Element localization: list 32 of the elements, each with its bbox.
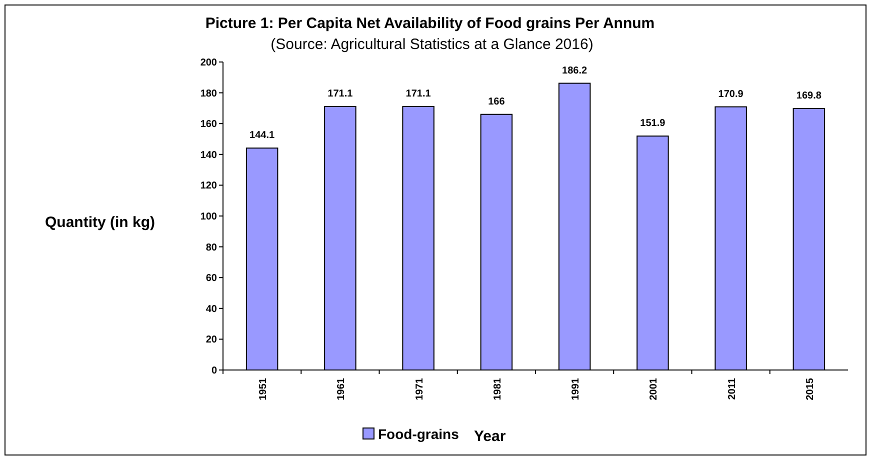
chart-subtitle: (Source: Agricultural Statistics at a Glance 2016) bbox=[270, 36, 594, 53]
y-tick-label: 140 bbox=[200, 150, 218, 161]
x-tick-label: 1971 bbox=[414, 378, 426, 400]
y-tick-label: 80 bbox=[206, 242, 218, 254]
y-tick-label: 20 bbox=[206, 334, 218, 346]
legend-label: Food-grains bbox=[378, 426, 460, 442]
x-tick-label: 2001 bbox=[648, 378, 660, 400]
data-label: 171.1 bbox=[406, 88, 432, 100]
data-label: 169.8 bbox=[796, 90, 822, 102]
data-label: 144.1 bbox=[250, 130, 276, 142]
data-label: 166 bbox=[488, 96, 506, 108]
x-tick-label: 1961 bbox=[336, 378, 348, 400]
x-tick-label: 2011 bbox=[726, 378, 738, 400]
x-tick-label: 1951 bbox=[258, 378, 270, 400]
y-tick-label: 0 bbox=[211, 366, 218, 376]
y-axis-title: Quantity (in kg) bbox=[45, 214, 155, 231]
x-tick-label: 1991 bbox=[570, 378, 582, 400]
x-tick-label: 2015 bbox=[804, 378, 816, 400]
y-tick-label: 60 bbox=[206, 273, 218, 284]
data-label: 151.9 bbox=[640, 118, 666, 130]
data-label: 171.1 bbox=[328, 88, 354, 100]
chart-title: Picture 1: Per Capita Net Availability of Food grains Per Annum bbox=[205, 15, 655, 32]
y-tick-label: 120 bbox=[200, 180, 218, 192]
y-tick-label: 160 bbox=[200, 119, 218, 130]
x-tick-label: 1981 bbox=[492, 378, 504, 400]
y-tick-label: 200 bbox=[200, 58, 218, 68]
data-label: 186.2 bbox=[562, 65, 588, 76]
y-tick-label: 100 bbox=[200, 212, 218, 222]
y-tick-label: 180 bbox=[200, 88, 218, 100]
y-tick-label: 40 bbox=[206, 304, 218, 315]
data-label: 170.9 bbox=[718, 88, 744, 100]
x-axis-title: Year bbox=[474, 428, 506, 445]
